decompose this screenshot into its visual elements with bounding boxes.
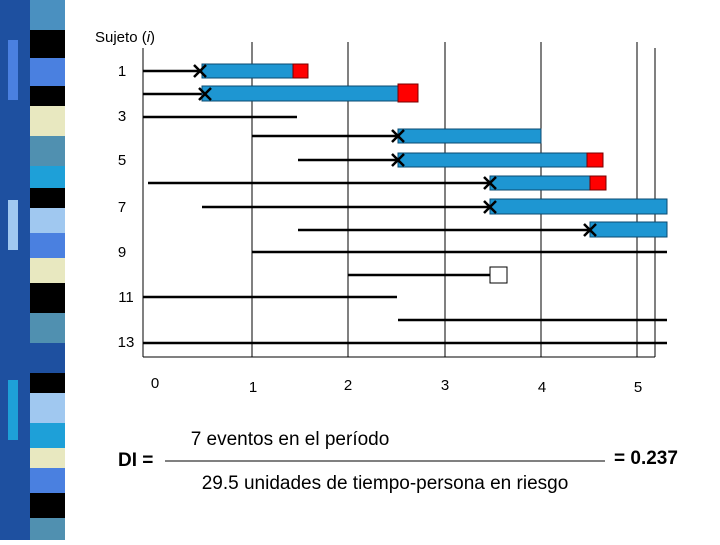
- y-label: 5: [118, 152, 126, 169]
- event-crosses: [193, 64, 597, 237]
- post-event-bar: [201, 85, 399, 102]
- stripe-block: [8, 40, 18, 100]
- event-cross: [483, 176, 497, 190]
- stripe-block: [30, 188, 65, 208]
- stripe-block: [8, 380, 18, 440]
- stripe-block: [30, 208, 65, 233]
- end-marker: [292, 63, 309, 79]
- stripe-block: [30, 393, 65, 423]
- stripe-block: [30, 283, 65, 313]
- stripe-block: [30, 258, 65, 283]
- stripe-block: [30, 166, 65, 188]
- stripe-block: [30, 448, 65, 468]
- stripe-block: [30, 313, 65, 343]
- stripe-block: [30, 343, 65, 373]
- title-part: Sujeto (: [95, 29, 147, 46]
- x-label: 3: [441, 377, 449, 394]
- post-event-bar: [589, 221, 668, 238]
- x-label: 2: [344, 377, 352, 394]
- event-cross: [391, 129, 405, 143]
- subject-lines: [143, 69, 667, 345]
- stripe-block: [30, 136, 65, 166]
- post-event-bar: [489, 175, 591, 191]
- title-part: ): [150, 29, 155, 46]
- end-marker: [397, 83, 419, 103]
- end-marker: [589, 175, 607, 191]
- y-label: 13: [118, 334, 135, 351]
- x-label: 0: [151, 375, 159, 392]
- stripe-block: [8, 200, 18, 250]
- formula-denominator: 29.5 unidades de tiempo-persona en riesg…: [202, 473, 569, 494]
- post-event-bar: [397, 152, 588, 168]
- censor-marker: [489, 266, 508, 284]
- y-label: 9: [118, 244, 126, 261]
- y-label: 3: [118, 108, 126, 125]
- x-label: 5: [634, 379, 642, 396]
- stripe-block: [30, 233, 65, 258]
- end-marker: [586, 152, 604, 168]
- event-cross: [193, 64, 207, 78]
- formula-result: = 0.237: [614, 448, 678, 469]
- post-event-bar: [201, 63, 294, 79]
- post-event-bars: [201, 63, 668, 284]
- y-label: 7: [118, 199, 126, 216]
- side-stripe: [0, 0, 65, 540]
- stripe-block: [30, 30, 65, 58]
- y-label: 1: [118, 63, 126, 80]
- post-event-bar: [489, 198, 668, 215]
- title-var: i: [147, 29, 151, 46]
- stripe-block: [30, 518, 65, 540]
- post-event-bar: [397, 128, 542, 144]
- stripe-block: [30, 58, 65, 86]
- formula-lhs: DI =: [118, 450, 153, 471]
- stripe-block: [30, 373, 65, 393]
- stripe-block: [30, 493, 65, 518]
- event-cross: [391, 153, 405, 167]
- stripe-block: [30, 86, 65, 106]
- stripe-block: [30, 0, 65, 30]
- x-label: 1: [249, 379, 257, 396]
- y-axis-title: Sujeto (i): [95, 29, 155, 46]
- event-cross: [198, 87, 212, 101]
- stripe-block: [30, 468, 65, 493]
- stripe-block: [30, 106, 65, 136]
- stripe-block: [30, 423, 65, 448]
- x-label: 4: [538, 379, 546, 396]
- y-label: 11: [118, 289, 134, 306]
- formula-numerator: 7 eventos en el período: [191, 429, 390, 450]
- event-cross: [583, 223, 597, 237]
- event-cross: [483, 200, 497, 214]
